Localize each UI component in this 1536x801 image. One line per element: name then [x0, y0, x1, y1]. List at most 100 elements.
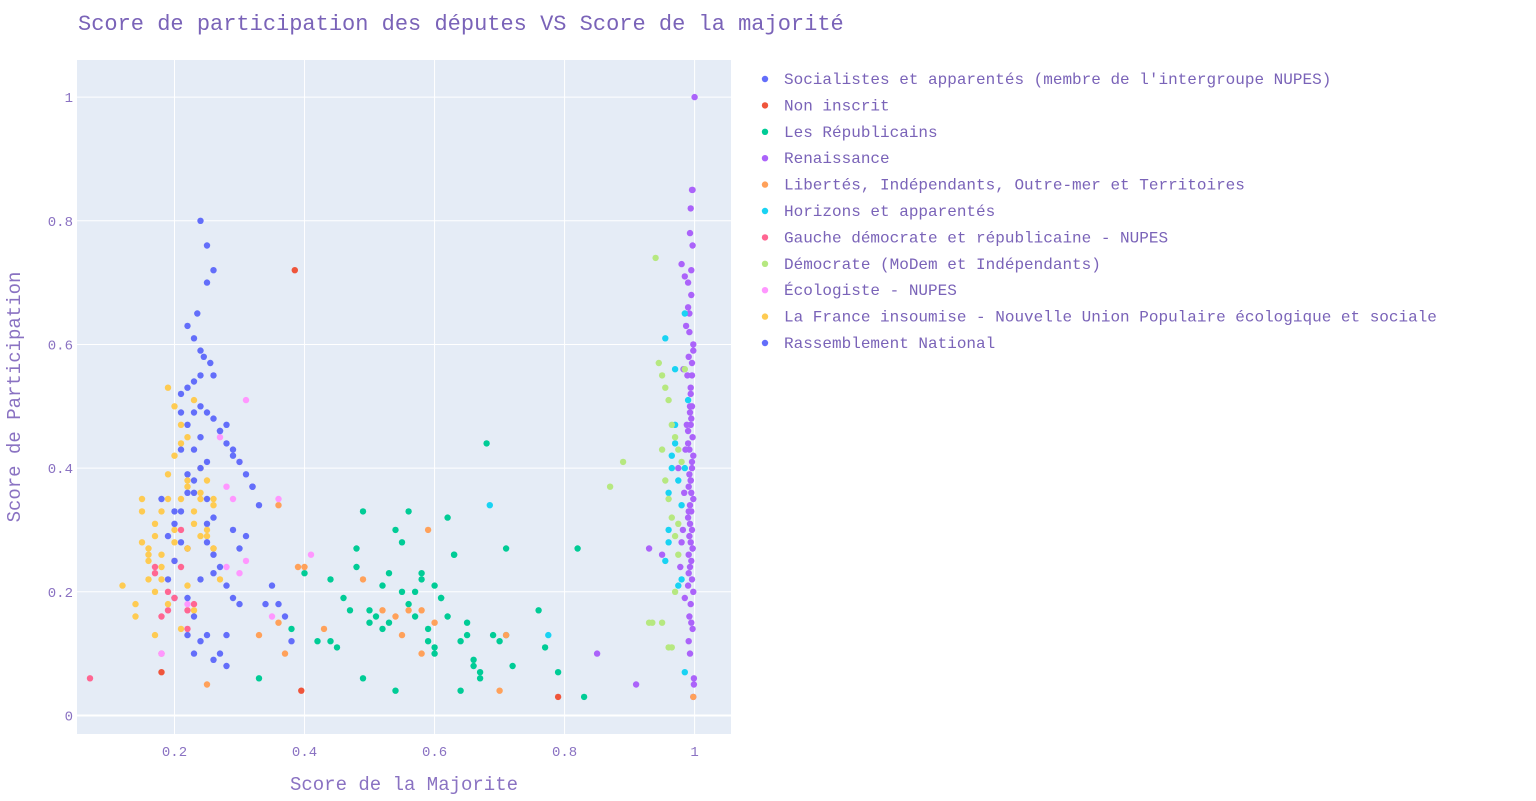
data-point — [190, 446, 198, 453]
data-point — [177, 390, 185, 398]
x-tick-label: 1 — [690, 745, 698, 761]
data-point — [210, 495, 217, 503]
data-point — [366, 619, 373, 626]
data-point — [138, 539, 146, 546]
data-point — [424, 625, 432, 633]
legend-item[interactable]: Gauche démocrate et républicaine - NUPES — [761, 229, 1168, 247]
data-point — [690, 495, 697, 503]
data-point — [675, 477, 682, 484]
series-9 — [119, 384, 224, 639]
data-point — [190, 520, 198, 527]
legend-item[interactable]: La France insoumise - Nouvelle Union Pop… — [761, 309, 1437, 327]
data-point — [437, 594, 445, 602]
data-point — [177, 409, 185, 416]
data-point — [685, 508, 692, 515]
data-point — [489, 631, 497, 639]
data-point — [645, 545, 653, 552]
data-point — [151, 631, 159, 639]
data-point — [675, 551, 682, 558]
data-point — [476, 675, 484, 682]
data-point — [457, 687, 464, 694]
data-point — [216, 650, 224, 657]
data-point — [686, 229, 694, 237]
data-point — [359, 508, 367, 515]
legend-item[interactable]: Écologiste - NUPES — [761, 281, 957, 300]
data-point — [327, 576, 334, 583]
data-point — [379, 607, 386, 614]
legend-item[interactable]: Non inscrit — [761, 97, 890, 115]
legend-item[interactable]: Les Républicains — [761, 124, 938, 142]
data-point — [662, 335, 669, 342]
data-point — [200, 353, 207, 360]
data-point — [184, 421, 191, 428]
data-point — [675, 582, 682, 589]
data-point — [392, 687, 399, 694]
data-point — [690, 452, 697, 459]
data-point — [686, 650, 694, 657]
data-point — [685, 570, 692, 577]
series-7 — [606, 254, 688, 651]
data-point — [203, 532, 211, 540]
chart-title: Score de participation des députes VS Sc… — [78, 12, 844, 37]
data-point — [203, 242, 211, 249]
series-5 — [486, 310, 692, 676]
data-point — [379, 625, 386, 633]
data-point — [164, 495, 172, 503]
data-point — [431, 650, 438, 657]
data-point — [223, 440, 230, 447]
data-point — [184, 545, 191, 552]
data-point — [687, 384, 694, 391]
data-point — [145, 545, 152, 552]
data-point — [486, 502, 493, 509]
data-point — [210, 514, 217, 521]
data-point — [431, 644, 438, 651]
data-point — [418, 650, 425, 657]
data-point — [658, 551, 666, 558]
data-point — [171, 557, 178, 565]
data-point — [197, 347, 204, 354]
data-point — [132, 600, 139, 608]
data-point — [632, 681, 640, 688]
data-point — [223, 563, 230, 571]
data-point — [688, 415, 695, 422]
legend: Socialistes et apparentés (membre de l'i… — [761, 71, 1437, 353]
legend-marker — [761, 339, 769, 347]
data-point — [288, 638, 295, 645]
data-point — [687, 600, 694, 608]
data-point — [184, 434, 191, 441]
data-point — [320, 625, 328, 633]
data-point — [658, 619, 666, 626]
data-point — [197, 464, 204, 472]
legend-item[interactable]: Socialistes et apparentés (membre de l'i… — [761, 71, 1331, 89]
data-point — [687, 477, 694, 484]
data-point — [686, 310, 693, 317]
data-point — [132, 613, 139, 620]
data-point — [574, 545, 581, 552]
data-point — [690, 681, 698, 688]
data-point — [476, 669, 484, 676]
data-point — [184, 594, 191, 602]
data-point — [268, 582, 276, 589]
legend-item[interactable]: Libertés, Indépendants, Outre-mer et Ter… — [761, 177, 1245, 195]
data-point — [681, 669, 688, 676]
data-point — [190, 489, 198, 496]
data-point — [275, 600, 282, 608]
data-point — [164, 600, 172, 608]
data-point — [190, 477, 198, 484]
legend-marker — [761, 260, 769, 267]
data-point — [223, 483, 230, 490]
legend-item[interactable]: Horizons et apparentés — [761, 203, 995, 221]
data-point — [658, 372, 666, 379]
data-point — [684, 279, 692, 286]
legend-item[interactable]: Renaissance — [761, 150, 890, 168]
data-point — [210, 656, 217, 663]
series-2 — [255, 440, 588, 701]
legend-marker — [761, 207, 769, 215]
data-point — [679, 526, 687, 534]
data-point — [681, 464, 688, 472]
data-point — [683, 421, 690, 428]
data-point — [353, 563, 360, 571]
legend-item[interactable]: Rassemblement National — [761, 335, 995, 353]
legend-item[interactable]: Démocrate (MoDem et Indépendants) — [761, 256, 1101, 274]
data-point — [686, 532, 693, 540]
